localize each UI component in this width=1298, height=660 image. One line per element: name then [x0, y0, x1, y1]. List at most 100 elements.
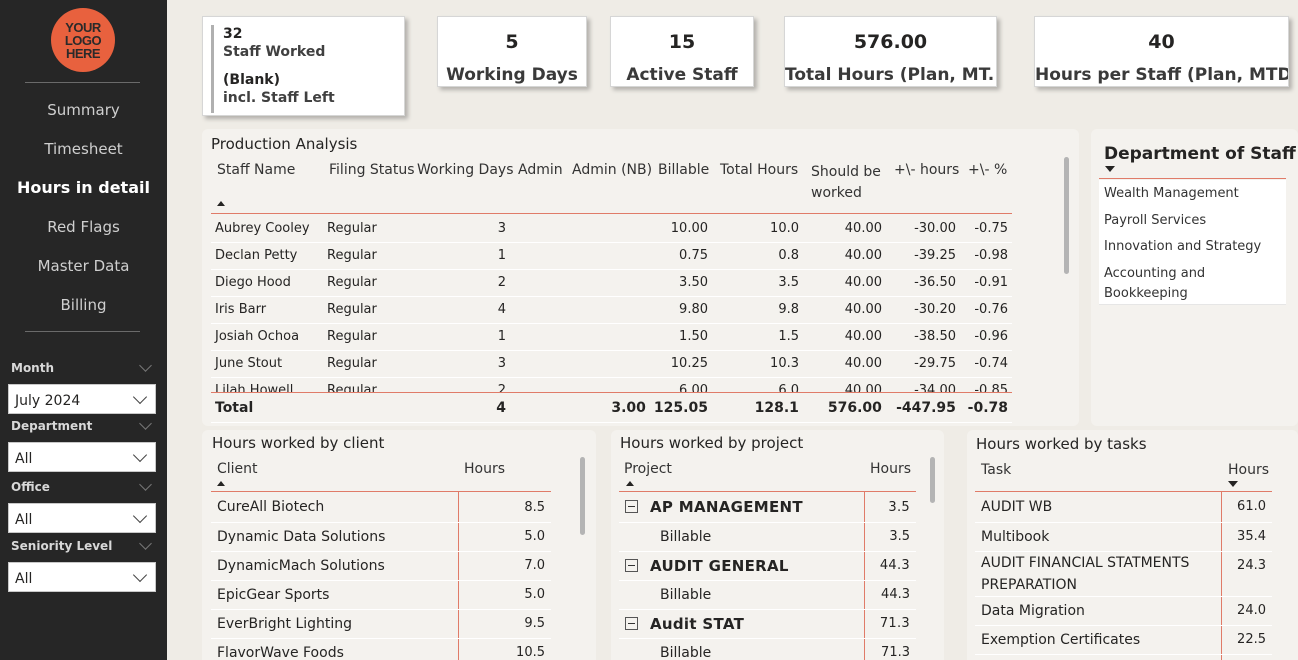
table-row[interactable]: Iris Barr Regular 4 9.80 9.8 40.00 -30.20 -0.76 [211, 296, 1012, 324]
cell-staff-name: Declan Petty [211, 242, 323, 270]
total-billable: 125.05 [649, 395, 712, 423]
table-row[interactable]: Declan Petty Regular 1 0.75 0.8 40.00 -39.25 -0… [211, 242, 1012, 270]
table-row[interactable]: EpicGear Sports 5.0 [211, 580, 551, 610]
sort-ascending-icon[interactable] [217, 481, 225, 486]
client-scrollbar[interactable] [580, 457, 585, 535]
table-row[interactable]: FlavorWave Foods 10.5 [211, 638, 551, 660]
project-sub-row[interactable]: Billable 3.5 [619, 522, 916, 552]
table-row[interactable]: CureAll Biotech 8.5 [211, 493, 551, 523]
col-admin[interactable]: Admin [518, 162, 563, 178]
sort-ascending-icon[interactable] [217, 201, 225, 206]
col-should-be-worked[interactable]: Should be worked [811, 164, 881, 201]
table-row[interactable]: Multibook 35.4 [975, 522, 1272, 552]
multi-row-card: 32 Staff Worked (Blank) incl. Staff Left [211, 25, 335, 113]
client-name: EverBright Lighting [211, 609, 458, 639]
total-divider [211, 392, 1012, 393]
cell-plus-minus-hours: -38.50 [886, 323, 960, 351]
project-sub-row[interactable]: Billable 71.3 [619, 638, 916, 660]
cell-working-days: 1 [411, 242, 510, 270]
cell-admin [510, 215, 564, 243]
col-client[interactable]: Client [217, 461, 258, 477]
nav-hours-in-detail[interactable]: Hours in detail [17, 178, 150, 197]
collapse-icon[interactable] [625, 616, 638, 630]
department-item-wealth-management[interactable]: Wealth Management [1099, 180, 1286, 209]
collapse-icon[interactable] [625, 500, 638, 514]
collapse-icon[interactable] [625, 558, 638, 572]
project-group-row[interactable]: Audit STAT 71.3 [619, 609, 916, 639]
cell-admin [510, 296, 564, 324]
nav-billing[interactable]: Billing [60, 296, 107, 314]
sort-ascending-icon[interactable] [626, 481, 634, 486]
project-group-row[interactable]: AP MANAGEMENT 3.5 [619, 493, 916, 523]
col-plus-minus-hours[interactable]: +\- hours [894, 162, 960, 178]
col-filing-status[interactable]: Filing Status [329, 162, 415, 178]
cell-working-days: 2 [411, 377, 510, 392]
cell-total-hours: 0.8 [712, 242, 803, 270]
table-row[interactable]: DynamicMach Solutions 7.0 [211, 551, 551, 581]
sort-descending-icon[interactable] [1228, 481, 1238, 487]
col-project[interactable]: Project [624, 461, 672, 477]
production-scrollbar[interactable] [1064, 157, 1069, 274]
col-total-hours[interactable]: Total Hours [720, 162, 799, 178]
task-header-divider [975, 491, 1272, 492]
table-row[interactable]: AUDIT WB 61.0 [975, 493, 1272, 523]
total-admin-nb: 3.00 [563, 395, 650, 423]
department-item-accounting-bookkeeping[interactable]: Accounting and Bookkeeping [1099, 260, 1286, 305]
seniority-dropdown[interactable]: All [8, 562, 156, 592]
table-row[interactable]: AUDIT FINANCIAL STATMENTS PREPARATION 24.… [975, 551, 1272, 597]
table-row[interactable]: Lilah Howell Regular 2 6.00 6.0 40.00 -34.00 -0… [211, 377, 1012, 392]
department-dropdown[interactable]: All [8, 442, 156, 472]
col-billable[interactable]: Billable [658, 162, 710, 178]
working-days-card: 5 Working Days [437, 16, 587, 87]
department-item-payroll-services[interactable]: Payroll Services [1099, 207, 1286, 236]
cell-plus-minus-hours: -39.25 [886, 242, 960, 270]
nav-timesheet[interactable]: Timesheet [44, 140, 123, 158]
cell-should-be-worked: 40.00 [803, 269, 886, 297]
col-task[interactable]: Task [981, 462, 1012, 478]
project-group-row[interactable]: AUDIT GENERAL 44.3 [619, 551, 916, 581]
department-item-innovation-strategy[interactable]: Innovation and Strategy [1099, 233, 1286, 262]
client-hours-title: Hours worked by client [212, 434, 385, 452]
cell-billable: 9.80 [650, 296, 712, 324]
office-dropdown[interactable]: All [8, 503, 156, 533]
staff-left-value: (Blank) [223, 72, 280, 88]
project-label: Audit STAT [650, 614, 745, 633]
sidebar-divider [25, 331, 140, 332]
project-label-cell: Billable [619, 522, 864, 552]
col-working-days[interactable]: Working Days [417, 162, 514, 178]
cell-plus-minus-percent: -0.75 [960, 215, 1012, 243]
col-admin-nb[interactable]: Admin (NB) [572, 162, 653, 178]
table-row[interactable]: June Stout Regular 3 10.25 10.3 40.00 -29.75 -0… [211, 350, 1012, 378]
staff-worked-card: 32 Staff Worked (Blank) incl. Staff Left [202, 16, 405, 116]
chevron-down-icon[interactable] [139, 359, 152, 372]
seniority-dropdown-value: All [15, 571, 33, 587]
chevron-down-icon[interactable] [139, 537, 152, 550]
table-row[interactable]: EverBright Lighting 9.5 [211, 609, 551, 639]
nav-summary[interactable]: Summary [47, 101, 120, 119]
table-row[interactable]: Josiah Ochoa Regular 1 1.50 1.5 40.00 -38.50 -0… [211, 323, 1012, 351]
col-plus-minus-percent[interactable]: +\- % [968, 162, 1008, 178]
table-row[interactable]: Exemption Certificates 22.5 [975, 625, 1272, 655]
table-row[interactable]: Dynamic Data Solutions 5.0 [211, 522, 551, 552]
project-hours: 44.3 [864, 551, 916, 581]
col-staff-name[interactable]: Staff Name [217, 162, 296, 178]
table-row[interactable]: Diego Hood Regular 2 3.50 3.5 40.00 -36.50 -0.9… [211, 269, 1012, 297]
chevron-down-icon[interactable] [139, 417, 152, 430]
col-project-hours[interactable]: Hours [870, 461, 912, 477]
chevron-down-icon[interactable] [139, 478, 152, 491]
nav-master-data[interactable]: Master Data [37, 257, 130, 275]
active-staff-card: 15 Active Staff [610, 16, 754, 87]
col-client-hours[interactable]: Hours [464, 461, 506, 477]
month-dropdown[interactable]: July 2024 [8, 384, 156, 414]
client-name: CureAll Biotech [211, 493, 458, 523]
cell-admin-nb [564, 215, 650, 243]
col-task-hours[interactable]: Hours [1228, 462, 1270, 478]
cell-total-hours: 6.0 [712, 377, 803, 392]
total-row: Total 4 3.00 125.05 128.1 576.00 -447.95 -0.78 [211, 395, 1012, 423]
table-row[interactable]: Data Migration 24.0 [975, 596, 1272, 626]
project-sub-row[interactable]: Billable 44.3 [619, 580, 916, 610]
table-row[interactable]: Aubrey Cooley Regular 3 10.00 10.0 40.00 -30.0… [211, 215, 1012, 243]
nav-red-flags[interactable]: Red Flags [47, 218, 120, 236]
chevron-down-icon[interactable] [1105, 166, 1115, 172]
project-scrollbar[interactable] [930, 457, 935, 503]
